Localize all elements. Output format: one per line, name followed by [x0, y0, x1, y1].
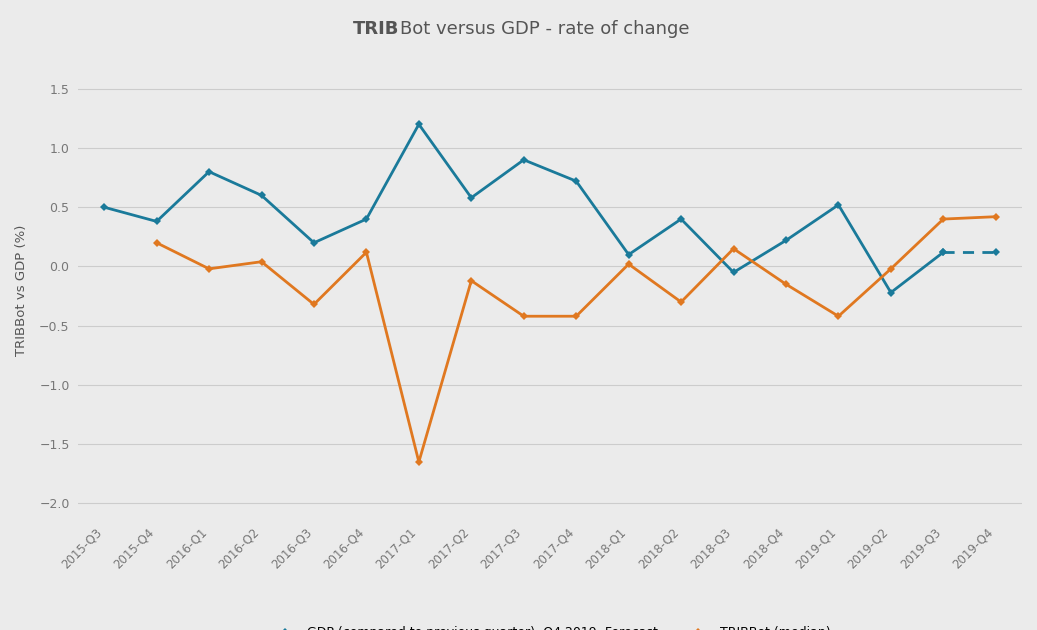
- Text: Bot versus GDP - rate of change: Bot versus GDP - rate of change: [399, 20, 689, 38]
- Y-axis label: TRIBBot vs GDP (%): TRIBBot vs GDP (%): [15, 224, 28, 356]
- Text: TRIB: TRIB: [354, 20, 399, 38]
- Legend: GDP (compared to previous quarter): Q4 2019: Forecast, TRIBBot (median): GDP (compared to previous quarter): Q4 2…: [264, 621, 836, 630]
